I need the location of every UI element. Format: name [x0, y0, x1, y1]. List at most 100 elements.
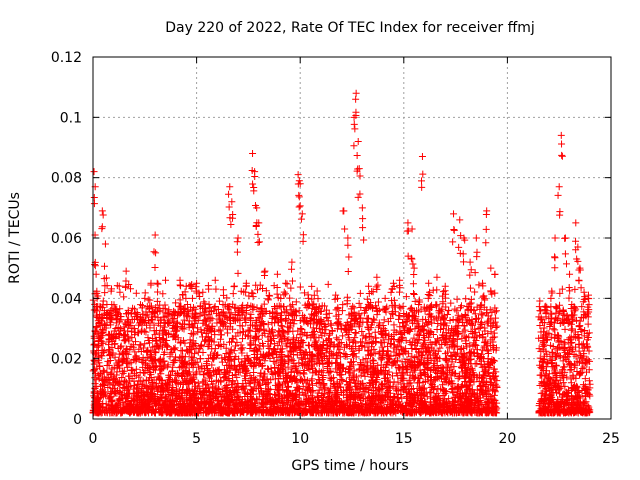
- data-point: [456, 304, 464, 312]
- data-point: [305, 398, 313, 406]
- data-point: [410, 290, 418, 298]
- data-point: [314, 396, 322, 404]
- data-point: [364, 386, 372, 394]
- data-point: [115, 395, 123, 403]
- data-point: [403, 318, 411, 326]
- data-point: [191, 359, 199, 367]
- data-point: [150, 356, 158, 364]
- data-point: [476, 397, 484, 405]
- data-point: [354, 391, 362, 399]
- data-point: [206, 388, 214, 396]
- data-point: [222, 387, 230, 395]
- data-point: [130, 377, 138, 385]
- data-point: [104, 379, 112, 387]
- data-point: [194, 348, 202, 356]
- data-point: [208, 361, 216, 369]
- data-point: [318, 302, 326, 310]
- data-point: [266, 390, 274, 398]
- data-point: [287, 347, 295, 355]
- data-point: [154, 386, 162, 394]
- data-point: [295, 307, 303, 315]
- data-point: [371, 365, 379, 373]
- data-point: [274, 294, 282, 302]
- data-point: [449, 389, 457, 397]
- data-point: [227, 381, 235, 389]
- data-point: [368, 349, 376, 357]
- data-point: [357, 359, 365, 367]
- data-point: [234, 380, 242, 388]
- data-point: [476, 385, 484, 393]
- data-point: [121, 327, 129, 335]
- data-point: [184, 389, 192, 397]
- data-point: [475, 281, 483, 289]
- data-point: [187, 303, 195, 311]
- data-point: [371, 396, 379, 404]
- data-point: [441, 375, 449, 383]
- data-point: [218, 308, 226, 316]
- data-point: [250, 361, 258, 369]
- data-point: [356, 409, 364, 417]
- data-point: [308, 282, 316, 290]
- data-point: [394, 337, 402, 345]
- data-point: [273, 309, 281, 317]
- data-point: [301, 313, 309, 321]
- data-point: [390, 341, 398, 349]
- data-point: [327, 321, 335, 329]
- data-point: [418, 351, 426, 359]
- data-point: [154, 373, 162, 381]
- data-point: [398, 394, 406, 402]
- data-point: [374, 298, 382, 306]
- data-point: [310, 311, 318, 319]
- data-point: [415, 300, 423, 308]
- data-point: [255, 308, 263, 316]
- data-point: [199, 409, 207, 417]
- data-point: [211, 393, 219, 401]
- data-point: [438, 292, 446, 300]
- data-point: [159, 334, 167, 342]
- data-point: [453, 307, 461, 315]
- data-point: [385, 384, 393, 392]
- data-point: [239, 335, 247, 343]
- data-point: [229, 325, 237, 333]
- data-point: [196, 312, 204, 320]
- data-point: [438, 374, 446, 382]
- data-point: [355, 299, 363, 307]
- data-point: [378, 368, 386, 376]
- data-point: [431, 383, 439, 391]
- data-point: [270, 334, 278, 342]
- data-point: [361, 372, 369, 380]
- data-point: [313, 287, 321, 295]
- data-point: [120, 384, 128, 392]
- data-point: [273, 397, 281, 405]
- data-point: [347, 318, 355, 326]
- data-point: [310, 300, 318, 308]
- data-point: [420, 391, 428, 399]
- data-point: [458, 395, 466, 403]
- data-point: [449, 332, 457, 340]
- data-point: [183, 409, 191, 417]
- data-point: [415, 400, 423, 408]
- data-point: [344, 324, 352, 332]
- data-point: [344, 331, 352, 339]
- data-point: [214, 305, 222, 313]
- data-point: [315, 399, 323, 407]
- data-point: [367, 343, 375, 351]
- data-point: [286, 322, 294, 330]
- data-point: [163, 343, 171, 351]
- data-point: [399, 333, 407, 341]
- data-point: [346, 406, 354, 414]
- data-point: [444, 348, 452, 356]
- data-point: [370, 316, 378, 324]
- data-point: [371, 334, 379, 342]
- data-point: [247, 385, 255, 393]
- data-point: [145, 336, 153, 344]
- data-point: [259, 284, 267, 292]
- data-point: [345, 336, 353, 344]
- data-point: [246, 344, 254, 352]
- data-point: [339, 332, 347, 340]
- data-point: [161, 340, 169, 348]
- data-point: [267, 335, 275, 343]
- data-point: [215, 402, 223, 410]
- data-point: [253, 407, 261, 415]
- data-point: [315, 358, 323, 366]
